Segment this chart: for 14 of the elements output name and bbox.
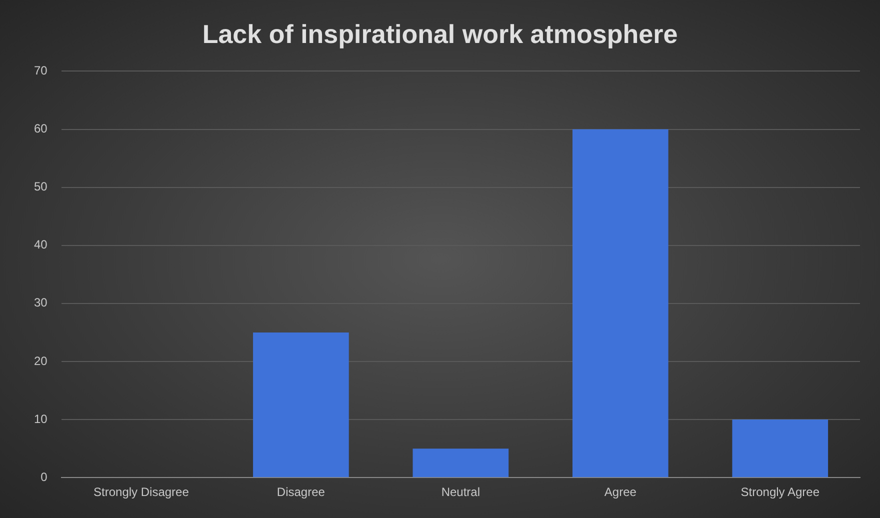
y-tick-label: 20 [34, 354, 48, 368]
y-tick-label: 10 [34, 412, 48, 426]
y-tick-label: 70 [34, 64, 48, 78]
x-tick-label: Strongly Agree [740, 485, 820, 500]
x-tick-label: Agree [604, 485, 637, 500]
x-tick-label: Disagree [276, 485, 326, 500]
y-tick-label: 40 [34, 238, 48, 252]
y-tick-label: 0 [40, 470, 48, 484]
y-tick-label: 60 [34, 122, 48, 136]
x-tick-label: Strongly Disagree [94, 485, 190, 500]
y-tick-label: 50 [34, 180, 48, 194]
x-tick-label: Neutral [441, 485, 480, 500]
y-tick-label: 30 [34, 296, 48, 310]
chart-title: Lack of inspirational work atmosphere [202, 18, 678, 49]
